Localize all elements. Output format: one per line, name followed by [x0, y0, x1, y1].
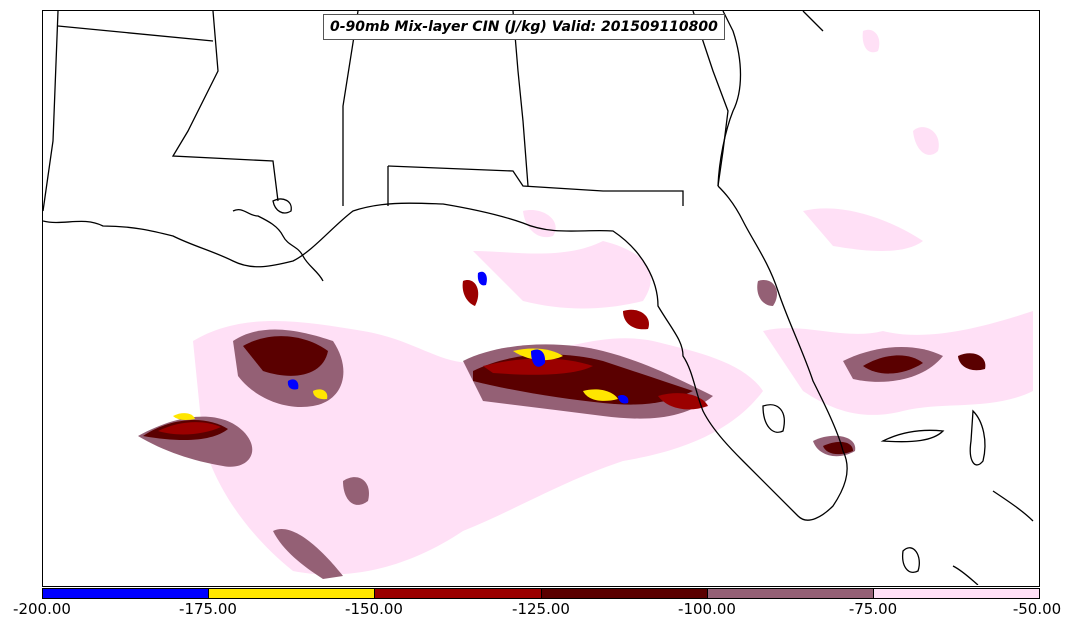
colorbar-segment — [707, 589, 874, 598]
colorbar — [42, 588, 1040, 599]
colorbar-segment — [43, 589, 210, 598]
colorbar-tick-label: -100.00 — [678, 600, 736, 618]
colorbar-segment — [375, 589, 542, 598]
colorbar-tick-label: -75.00 — [848, 600, 898, 618]
cin-shading-blue — [287, 271, 629, 404]
cin-map — [43, 11, 1034, 585]
colorbar-segment — [541, 589, 708, 598]
state-borders — [43, 11, 824, 212]
map-frame — [42, 10, 1040, 587]
cin-shading-light — [193, 29, 1033, 575]
colorbar-tick-label: -150.00 — [345, 600, 403, 618]
colorbar-segment — [209, 589, 376, 598]
colorbar-segment — [873, 589, 1040, 598]
colorbar-tick-label: -175.00 — [179, 600, 237, 618]
colorbar-tick-label: -125.00 — [512, 600, 570, 618]
coastlines — [43, 11, 1034, 585]
colorbar-tick-label: -200.00 — [13, 600, 71, 618]
map-title: 0-90mb Mix-layer CIN (J/kg) Valid: 20150… — [323, 14, 725, 40]
colorbar-tick-label: -50.00 — [1012, 600, 1062, 618]
